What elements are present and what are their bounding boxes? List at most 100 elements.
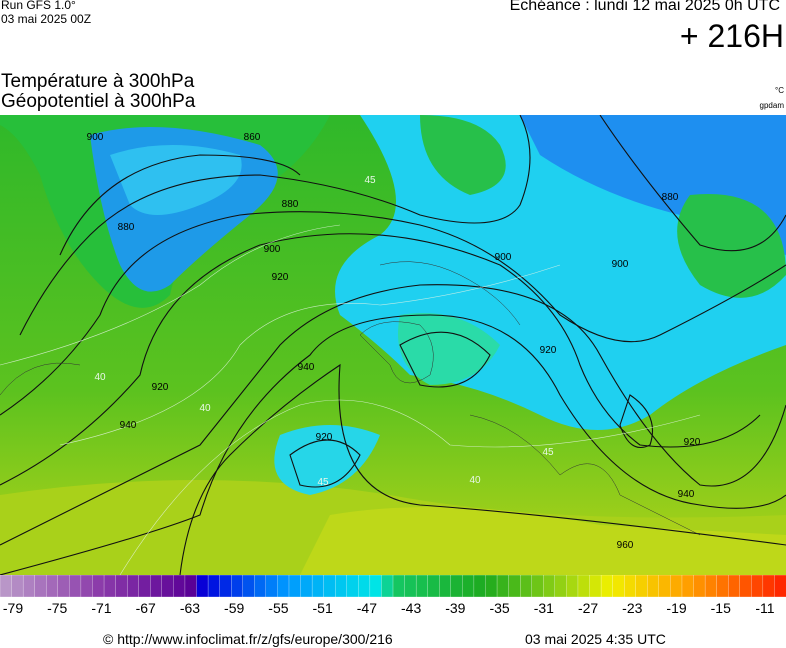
colorbar-cell — [589, 575, 602, 598]
unit-geo: gpdam — [759, 101, 784, 110]
colorbar-tick-label: -59 — [224, 600, 244, 615]
colorbar-cell — [624, 575, 637, 598]
colorbar-cell — [103, 575, 117, 598]
source-url: © http://www.infoclimat.fr/z/gfs/europe/… — [103, 631, 393, 647]
colorbar-cell — [57, 575, 70, 598]
isotherms — [0, 224, 701, 575]
colorbar-cell — [519, 575, 533, 598]
colorbar-cell — [300, 575, 313, 598]
colorbar-cell — [485, 575, 498, 598]
colorbar-cell — [600, 575, 614, 598]
colorbar-cell — [173, 575, 186, 598]
coastlines — [0, 261, 701, 536]
colorbar-tick-label: -55 — [268, 600, 288, 615]
colorbar-cell — [265, 575, 278, 598]
colorbar-tick-label: -39 — [445, 600, 465, 615]
colorbar-tick-label: -47 — [357, 600, 377, 615]
colorbar-cell — [693, 575, 706, 598]
colorbar-cell — [404, 575, 417, 598]
colorbar-cell — [473, 575, 486, 598]
colorbar-tick-label: -23 — [622, 600, 642, 615]
colorbar-cell — [647, 575, 660, 598]
colorbar-cell — [196, 575, 209, 598]
colorbar-tick-label: -63 — [180, 600, 200, 615]
colorbar-cell — [751, 575, 764, 598]
colorbar-cell — [554, 575, 567, 598]
colorbar-cell — [150, 575, 163, 598]
colorbar-cell — [219, 575, 232, 598]
colorbar-cell — [69, 575, 82, 598]
colorbar-cell — [34, 575, 47, 598]
colorbar-cell — [508, 575, 521, 598]
contour-label: 900 — [264, 244, 281, 255]
colorbar-cell — [346, 575, 359, 598]
colorbar-cell — [658, 575, 671, 598]
contour-label: 920 — [272, 272, 289, 283]
contour-label: 880 — [282, 199, 299, 210]
run-date: 03 mai 2025 00Z — [1, 12, 92, 26]
colorbar-cell — [381, 575, 394, 598]
colorbar-tick-label: -15 — [711, 600, 731, 615]
colorbar-cell — [22, 575, 36, 598]
contour-label: 960 — [617, 540, 634, 551]
contour-labels: 900 880 860 880 900 920 920 940 940 920 900 880 900 9… — [87, 132, 701, 551]
colorbar-cell — [369, 575, 382, 598]
colorbar-cell — [762, 575, 775, 598]
contour-label: 920 — [316, 432, 333, 443]
warm-zone — [300, 507, 786, 575]
contour-label: 920 — [540, 345, 557, 356]
colorbar-cell — [681, 575, 694, 598]
contour-label: 900 — [495, 252, 512, 263]
colorbar: -79 -75 -71 -67 -63 -59 -55 -51 -47 -43 -39 -35 -31 -… — [0, 575, 786, 615]
colorbar-cell — [46, 575, 59, 598]
colorbar-tick-label: -19 — [666, 600, 686, 615]
contour-label: 45 — [364, 175, 376, 186]
contour-label: 880 — [662, 192, 679, 203]
contour-label: 880 — [118, 222, 135, 233]
colorbar-cell — [92, 575, 105, 598]
contour-label: 940 — [678, 489, 695, 500]
colorbar-cell — [231, 575, 244, 598]
colorbar-cell — [80, 575, 93, 598]
colorbar-cell — [358, 575, 371, 598]
colorbar-cell — [450, 575, 463, 598]
lead-time: + 216H — [679, 18, 784, 54]
colorbar-cell — [774, 575, 786, 598]
colorbar-cell — [415, 575, 429, 598]
colorbar-cell — [0, 575, 13, 598]
colorbar-cell — [254, 575, 267, 598]
generated-time: 03 mai 2025 4:35 UTC — [525, 631, 666, 647]
colorbar-cell — [207, 575, 221, 598]
colorbar-cell — [311, 575, 325, 598]
warm-zone — [420, 115, 506, 195]
colorbar-cell — [716, 575, 729, 598]
contour-label: 40 — [469, 475, 481, 486]
colorbar-tick-label: -51 — [313, 600, 333, 615]
colorbar-cell — [335, 575, 348, 598]
colorbar-cell — [242, 575, 255, 598]
colorbar-cell — [392, 575, 406, 598]
colorbar-tick-label: -75 — [47, 600, 67, 615]
colorbar-cell — [126, 575, 140, 598]
colorbar-cell — [728, 575, 741, 598]
contour-label: 45 — [542, 447, 554, 458]
contour-label: 900 — [87, 132, 104, 143]
colorbar-cell — [531, 575, 544, 598]
colorbar-cell — [704, 575, 718, 598]
run-label: Run GFS 1.0° — [1, 0, 76, 12]
colorbar-cell — [543, 575, 556, 598]
contour-label: 900 — [612, 259, 629, 270]
colorbar-cell — [427, 575, 440, 598]
colorbar-tick-label: -71 — [91, 600, 111, 615]
colorbar-cell — [11, 575, 24, 598]
cool-zone — [398, 313, 500, 385]
colorbar-cell — [577, 575, 590, 598]
cold-zone — [274, 425, 380, 495]
colorbar-cell — [184, 575, 197, 598]
contour-label: 45 — [317, 477, 329, 488]
contour-label: 940 — [120, 420, 137, 431]
colorbar-cell — [566, 575, 579, 598]
colorbar-cell — [635, 575, 648, 598]
unit-temp: °C — [775, 86, 784, 95]
